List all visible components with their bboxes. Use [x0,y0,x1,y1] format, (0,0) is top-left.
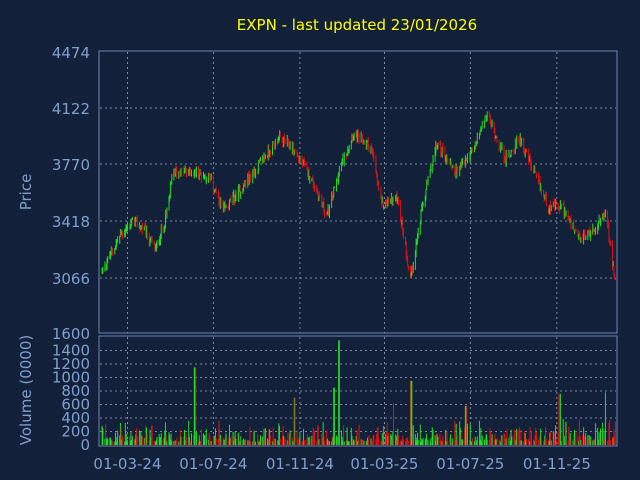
volume-tick-label: 0 [80,436,90,454]
volume-tick-label: 600 [61,396,90,414]
volume-tick-label: 1400 [52,342,90,360]
date-tick-labels: 01-03-24 01-07-24 01-11-24 01-03-25 01-07-25… [93,455,591,473]
volume-panel-frame [98,335,618,447]
volume-tick-label: 1200 [52,355,90,373]
date-tick-label: 01-07-24 [179,455,247,473]
volume-bars [101,340,616,445]
price-candles [101,111,616,281]
volume-gridlines [100,337,616,445]
price-tick-labels: 4474 4122 3770 3418 3066 1600 [52,44,90,343]
price-tick-label: 3418 [52,213,90,231]
price-panel-frame [98,50,618,334]
volume-tick-label: 1000 [52,369,90,387]
price-tick-label: 4122 [52,100,90,118]
volume-axis-label: Volume (0000) [17,335,35,445]
date-tick-label: 01-11-24 [266,455,334,473]
price-tick-label: 1600 [52,325,90,343]
date-tick-label: 01-11-25 [523,455,591,473]
volume-tick-label: 800 [61,382,90,400]
price-axis-label: Price [17,174,35,211]
price-tick-label: 4474 [52,44,90,62]
date-tick-label: 01-03-25 [350,455,418,473]
date-tick-label: 01-07-25 [436,455,504,473]
volume-tick-label: 200 [61,423,90,441]
date-tick-label: 01-03-24 [93,455,161,473]
price-tick-label: 3770 [52,156,90,174]
chart-title: EXPN - last updated 23/01/2026 [237,16,477,34]
volume-tick-label: 400 [61,409,90,427]
price-tick-label: 3066 [52,270,90,288]
price-gridlines [100,52,616,333]
